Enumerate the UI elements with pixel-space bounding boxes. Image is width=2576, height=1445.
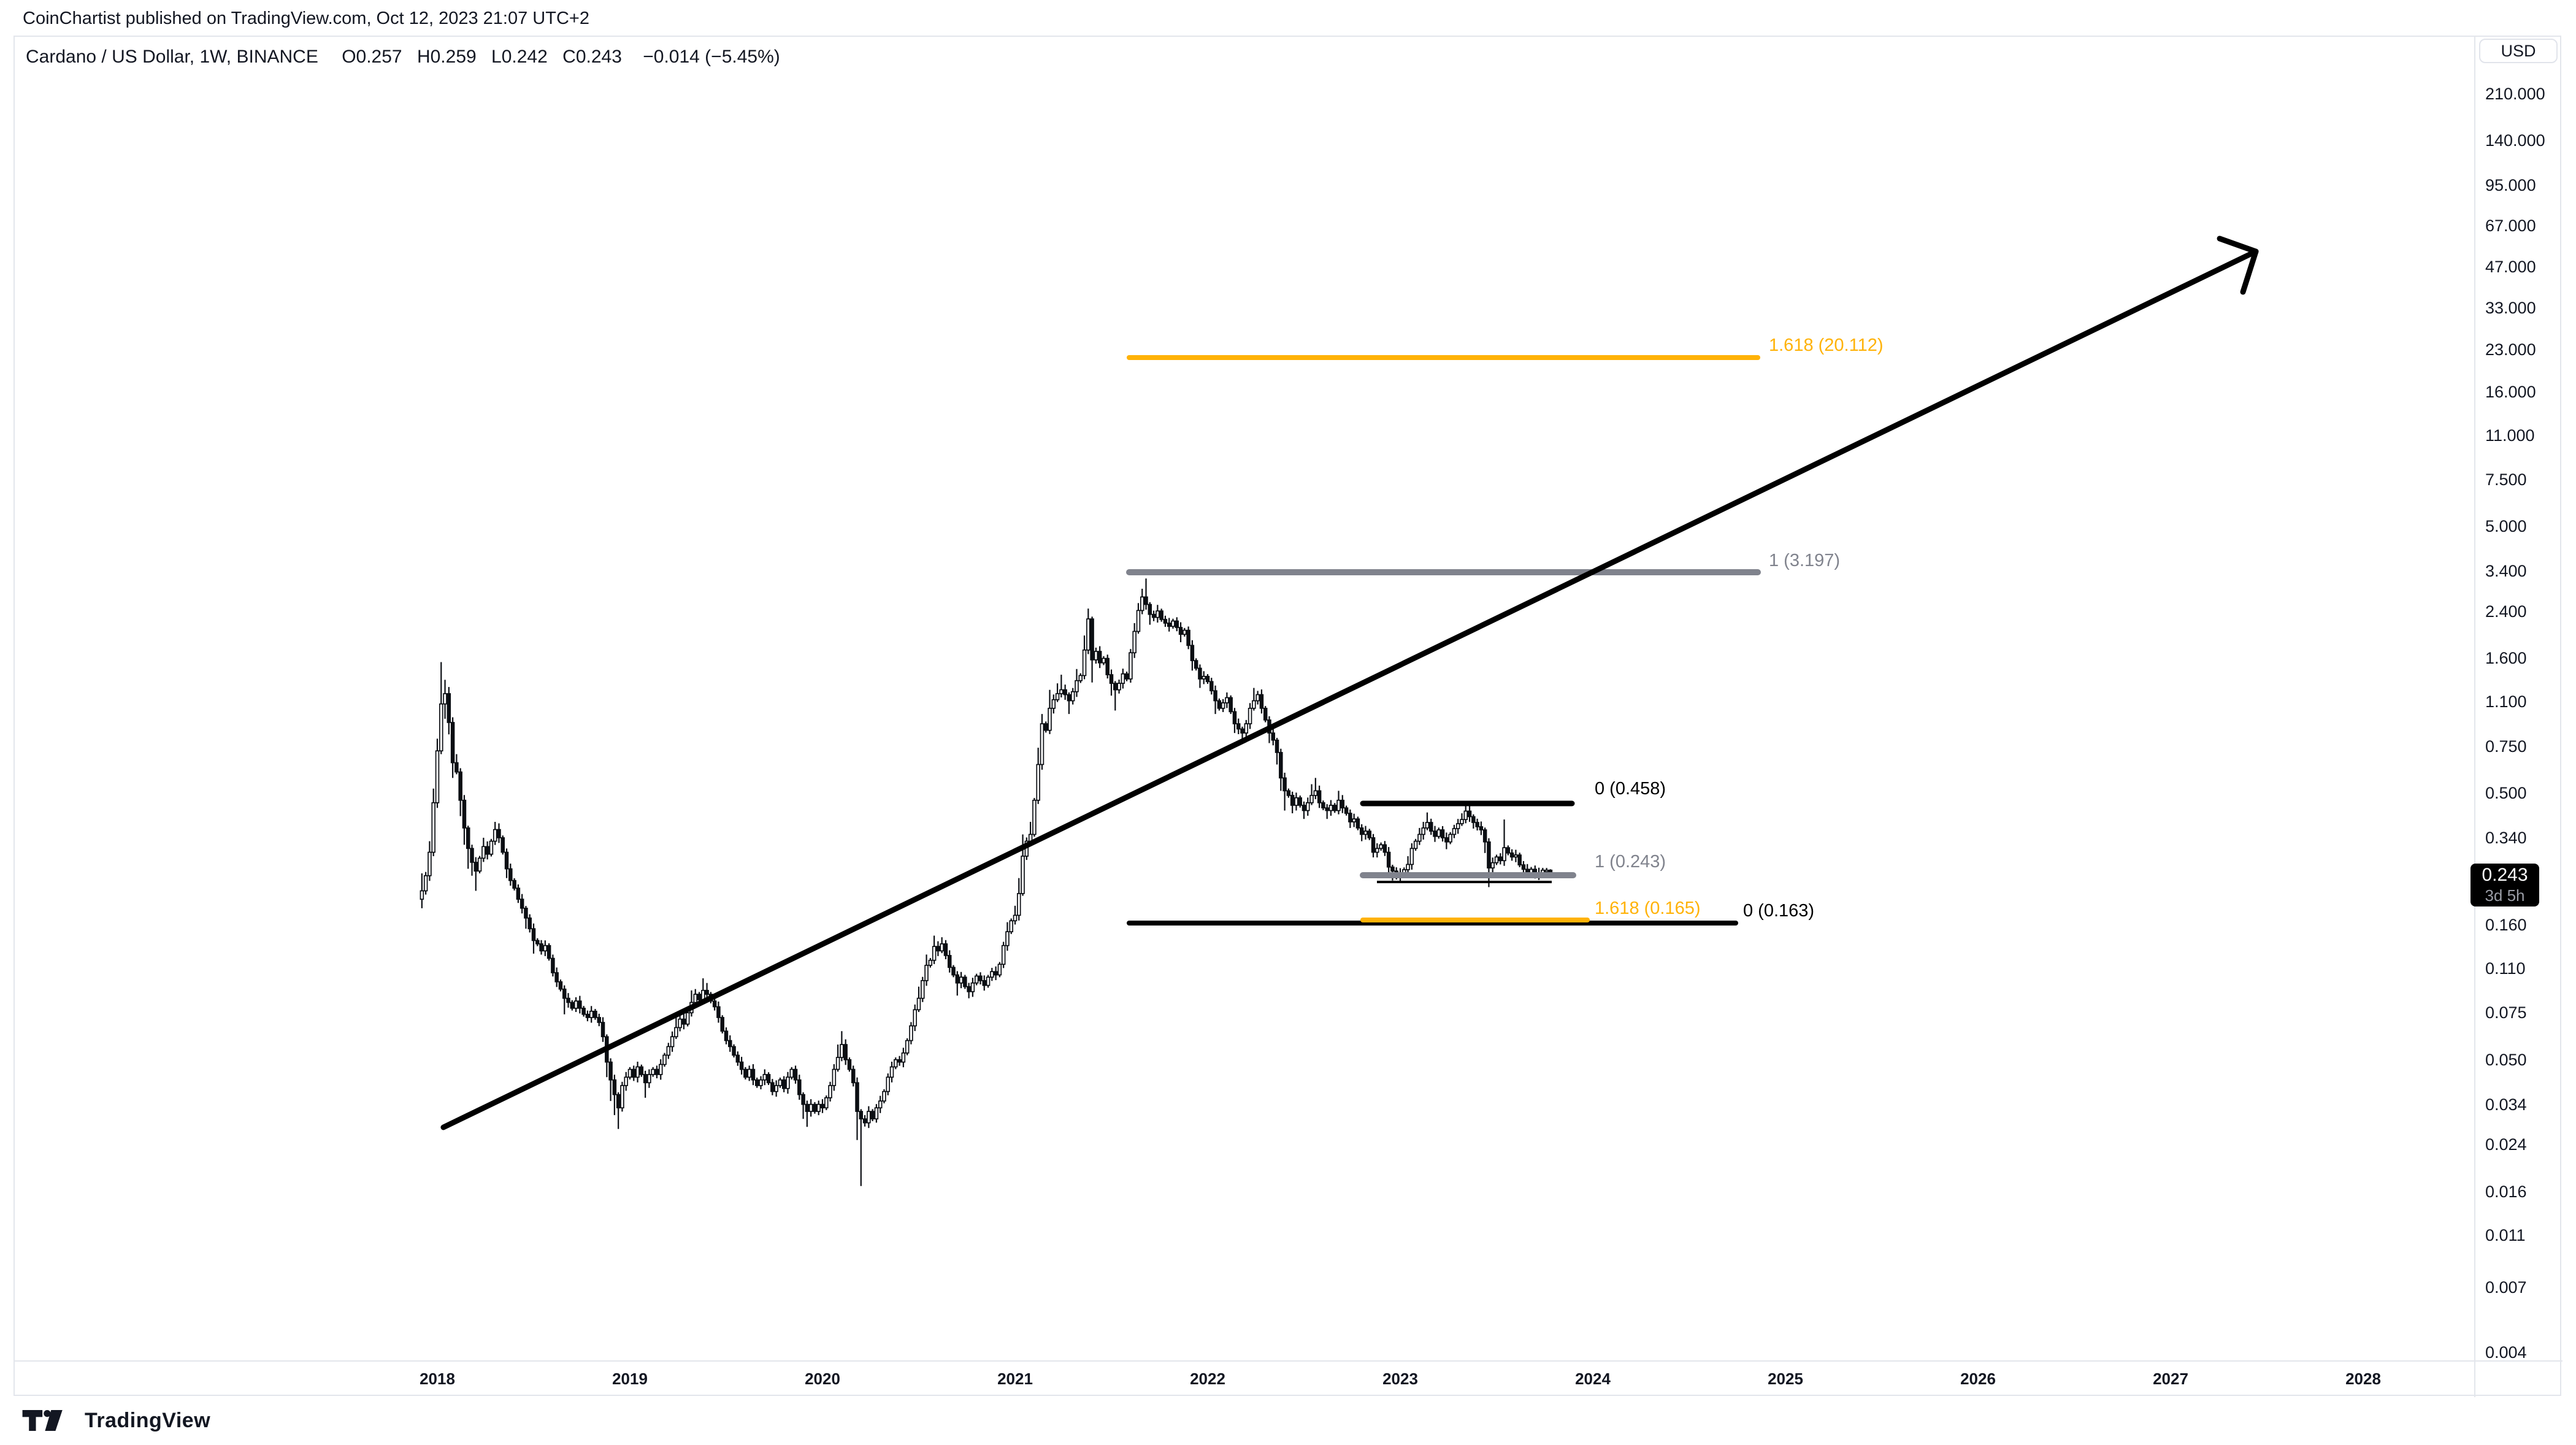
- year-tick-label: 2022: [1190, 1370, 1225, 1388]
- fib-level-label-0.458: 0 (0.458): [1595, 779, 1666, 799]
- chart-panel: [13, 36, 2561, 1396]
- year-tick-label: 2020: [805, 1370, 840, 1388]
- price-tick-label: 5.000: [2485, 517, 2527, 536]
- price-tick-label: 2.400: [2485, 602, 2527, 621]
- price-tick-label: 0.016: [2485, 1182, 2527, 1201]
- year-tick-label: 2025: [1768, 1370, 1803, 1388]
- fib-level-label-0.165: 1.618 (0.165): [1595, 899, 1701, 918]
- ohlc-low: L0.242: [491, 47, 548, 67]
- price-tick-label: 1.600: [2485, 649, 2527, 668]
- year-tick-label: 2018: [420, 1370, 455, 1388]
- year-tick-label: 2023: [1382, 1370, 1418, 1388]
- price-tick-label: 0.160: [2485, 916, 2527, 935]
- year-tick-label: 2019: [612, 1370, 648, 1388]
- fib-level-label-0.163: 0 (0.163): [1743, 901, 1815, 921]
- year-tick-label: 2024: [1575, 1370, 1611, 1388]
- year-tick-label: 2027: [2153, 1370, 2188, 1388]
- price-tick-label: 0.500: [2485, 784, 2527, 803]
- time-axis-separator: [13, 1360, 2563, 1362]
- price-tick-label: 23.000: [2485, 340, 2536, 359]
- year-tick-label: 2021: [997, 1370, 1033, 1388]
- price-tick-label: 0.034: [2485, 1095, 2527, 1114]
- attribution-text: CoinChartist published on TradingView.co…: [23, 9, 589, 28]
- price-tick-label: 0.007: [2485, 1278, 2527, 1297]
- price-tick-label: 47.000: [2485, 258, 2536, 277]
- ohlc-change: −0.014 (−5.45%): [643, 47, 780, 67]
- fib-level-label-0.243: 1 (0.243): [1595, 852, 1666, 872]
- price-tick-label: 0.004: [2485, 1343, 2527, 1362]
- tradingview-logo-text: TradingView: [85, 1408, 211, 1432]
- price-tick-label: 140.000: [2485, 131, 2545, 150]
- price-tick-label: 67.000: [2485, 217, 2536, 236]
- tradingview-icon: [22, 1410, 63, 1431]
- currency-toggle-button[interactable]: USD: [2479, 39, 2558, 63]
- symbol-title: Cardano / US Dollar, 1W, BINANCE: [26, 47, 318, 67]
- year-tick-label: 2028: [2345, 1370, 2381, 1388]
- symbol-legend: Cardano / US Dollar, 1W, BINANCE O0.257 …: [26, 45, 780, 69]
- fib-level-label-3.197: 1 (3.197): [1769, 551, 1841, 570]
- last-price-value: 0.243: [2482, 865, 2528, 885]
- price-tick-label: 95.000: [2485, 176, 2536, 195]
- ohlc-close: C0.243: [562, 47, 622, 67]
- price-tick-label: 11.000: [2485, 426, 2535, 445]
- price-tick-label: 3.400: [2485, 562, 2527, 581]
- price-tick-label: 0.110: [2485, 959, 2526, 978]
- price-tick-label: 0.340: [2485, 828, 2527, 847]
- ohlc-high: H0.259: [416, 47, 477, 67]
- price-tick-label: 7.500: [2485, 470, 2527, 489]
- price-tick-label: 33.000: [2485, 299, 2536, 318]
- bar-countdown: 3d 5h: [2485, 886, 2525, 905]
- price-tick-label: 210.000: [2485, 84, 2545, 103]
- year-tick-label: 2026: [1960, 1370, 1996, 1388]
- price-tick-label: 0.750: [2485, 737, 2527, 756]
- tradingview-logo[interactable]: TradingView: [13, 1407, 210, 1434]
- price-tick-label: 0.050: [2485, 1050, 2527, 1069]
- price-tick-label: 0.011: [2485, 1225, 2526, 1244]
- price-tick-label: 16.000: [2485, 382, 2536, 401]
- fib-level-label-20.112: 1.618 (20.112): [1769, 335, 1884, 355]
- price-tick-label: 0.075: [2485, 1003, 2527, 1022]
- price-axis-separator: [2474, 36, 2475, 1397]
- price-tick-label: 0.024: [2485, 1135, 2527, 1154]
- price-tick-label: 1.100: [2485, 692, 2527, 711]
- ohlc-open: O0.257: [342, 47, 402, 67]
- last-price-badge: 0.243 3d 5h: [2471, 864, 2539, 906]
